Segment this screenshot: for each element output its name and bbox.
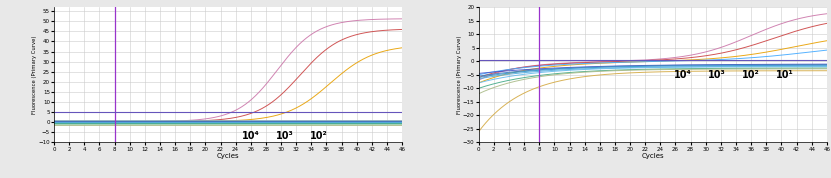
Text: 10²: 10² <box>310 131 327 141</box>
Y-axis label: Fluorescence (Primary Curve): Fluorescence (Primary Curve) <box>456 35 461 114</box>
Text: 10³: 10³ <box>276 131 293 141</box>
Text: 10¹: 10¹ <box>776 70 794 80</box>
Text: 10²: 10² <box>742 70 760 80</box>
Y-axis label: Fluorescence (Primary Curve): Fluorescence (Primary Curve) <box>32 35 37 114</box>
Text: 10³: 10³ <box>708 70 726 80</box>
Text: 10⁴: 10⁴ <box>242 131 259 141</box>
Text: 10⁴: 10⁴ <box>674 70 692 80</box>
X-axis label: Cycles: Cycles <box>217 153 239 159</box>
X-axis label: Cycles: Cycles <box>642 153 664 159</box>
